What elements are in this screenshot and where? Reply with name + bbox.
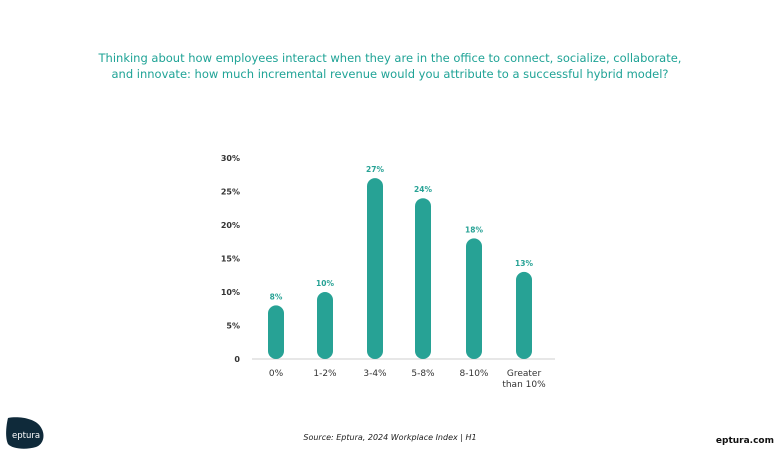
bar xyxy=(367,178,383,359)
bar xyxy=(466,238,482,359)
bar xyxy=(317,292,333,359)
bar xyxy=(415,198,431,359)
data-label: 13% xyxy=(515,259,533,268)
data-label: 18% xyxy=(465,225,483,234)
y-tick-label: 0 xyxy=(234,355,240,364)
x-tick-label: Greater than 10% xyxy=(502,369,546,390)
x-tick-label: 8-10% xyxy=(460,369,489,379)
y-tick-label: 5% xyxy=(226,322,240,331)
eptura-site: eptura.com xyxy=(715,436,774,446)
data-label: 10% xyxy=(316,279,334,288)
data-label: 24% xyxy=(414,185,432,194)
eptura-logo: eptura xyxy=(6,417,44,449)
chart-title: Thinking about how employees interact wh… xyxy=(60,50,720,82)
x-tick-label: 1-2% xyxy=(313,369,337,379)
chart-title-line-1: Thinking about how employees interact wh… xyxy=(98,51,682,65)
eptura-logo-text: eptura xyxy=(12,431,40,441)
data-label: 27% xyxy=(366,165,384,174)
chart-title-line-2: and innovate: how much incremental reven… xyxy=(111,67,669,81)
x-tick-label: 3-4% xyxy=(363,369,387,379)
x-tick-label: 5-8% xyxy=(411,369,435,379)
bar xyxy=(516,271,532,359)
source-note: Source: Eptura, 2024 Workplace Index | H… xyxy=(303,433,477,442)
y-tick-label: 25% xyxy=(221,188,240,197)
y-tick-label: 30% xyxy=(221,154,240,163)
y-tick-label: 20% xyxy=(221,221,240,230)
bar xyxy=(268,305,284,359)
y-tick-label: 10% xyxy=(221,288,240,297)
x-tick-label: 0% xyxy=(269,369,284,379)
y-tick-label: 15% xyxy=(221,255,240,264)
data-label: 8% xyxy=(270,292,283,301)
